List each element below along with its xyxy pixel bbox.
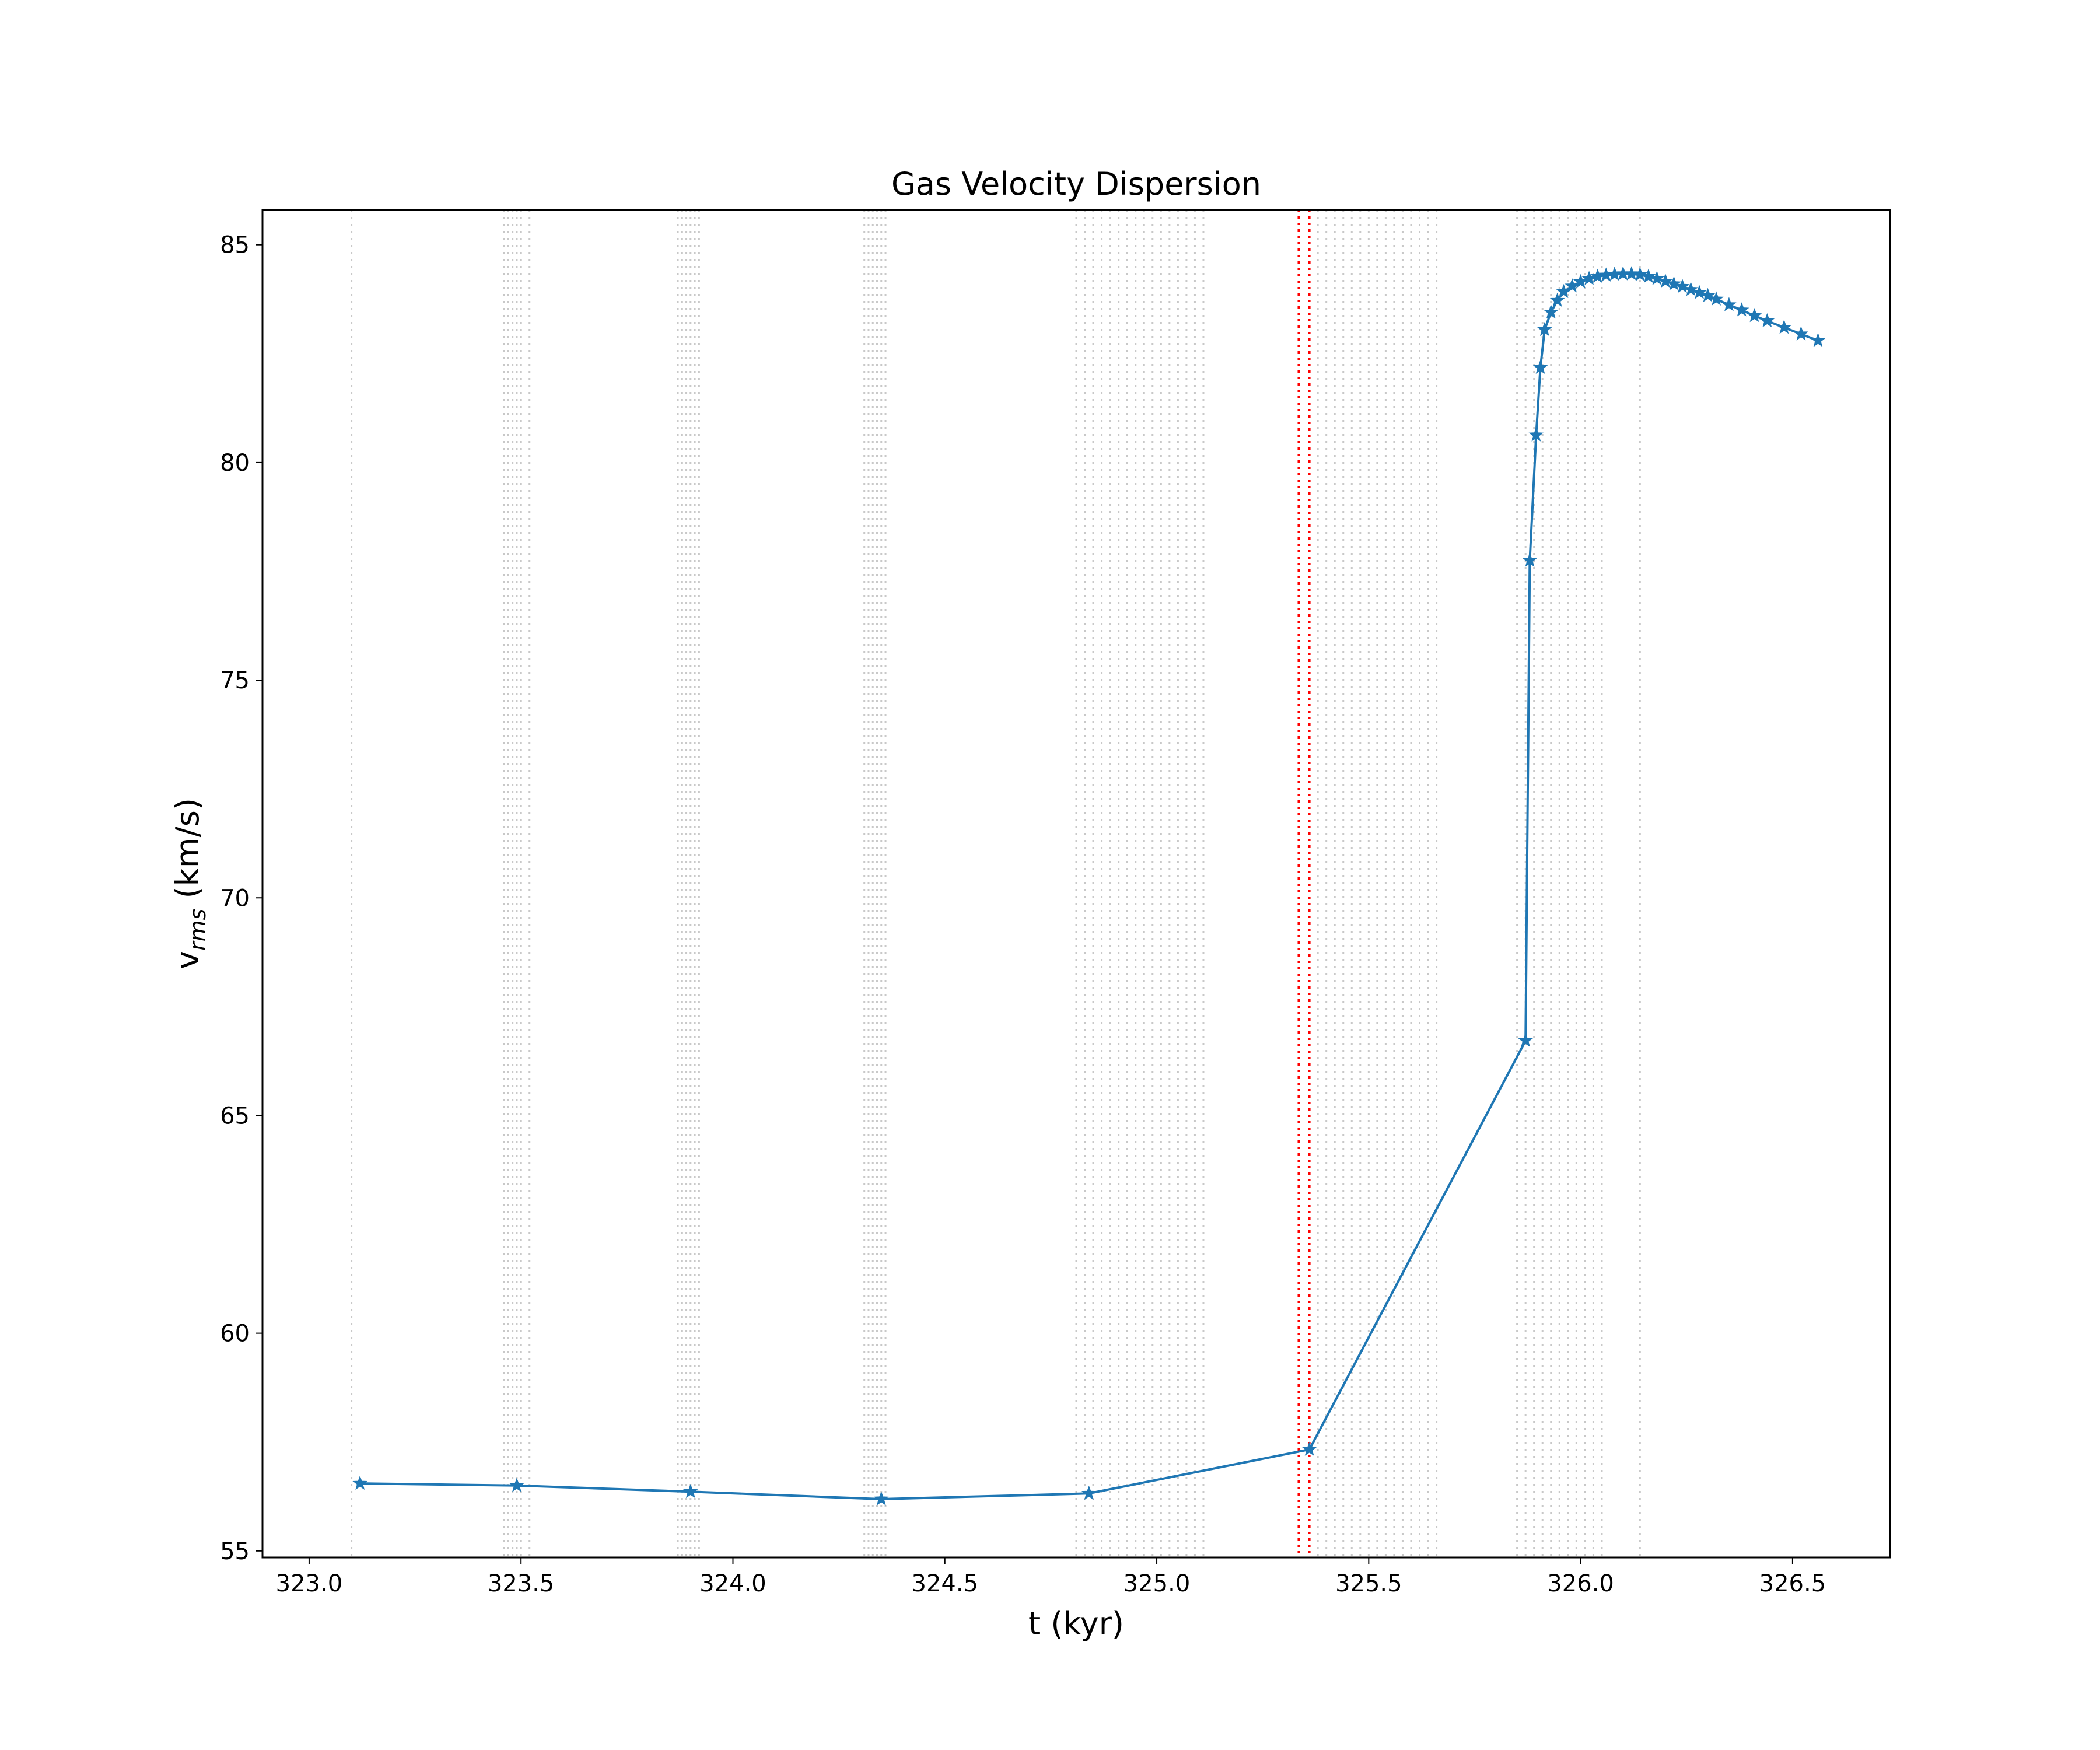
data-point	[1759, 313, 1775, 328]
y-axis-label-unit: (km/s)	[169, 798, 206, 909]
data-point	[1709, 291, 1724, 306]
y-tick-label: 70	[220, 885, 250, 912]
x-tick-label: 323.0	[276, 1570, 343, 1597]
data-point	[1810, 332, 1826, 347]
x-tick-label: 325.5	[1335, 1570, 1402, 1597]
data-point	[1301, 1441, 1317, 1456]
data-point	[1746, 307, 1762, 323]
data-point	[1721, 297, 1737, 312]
data-point	[1532, 359, 1548, 374]
data-point	[1573, 274, 1588, 289]
data-point	[1666, 276, 1682, 290]
data-point	[874, 1491, 889, 1506]
chart-title: Gas Velocity Dispersion	[891, 166, 1261, 202]
x-tick-label: 324.0	[699, 1570, 766, 1597]
snapshot-lines	[351, 210, 1641, 1558]
reference-lines	[1297, 210, 1311, 1558]
x-tick-label: 325.0	[1124, 1570, 1191, 1597]
data-point	[1700, 288, 1716, 302]
y-tick-label: 60	[220, 1321, 250, 1348]
data-point	[1692, 285, 1707, 299]
y-tick-label: 85	[220, 232, 250, 259]
x-axis-ticks: 323.0 323.5 324.0 324.5 325.0 325.5 326.0 326.5	[276, 1558, 1826, 1597]
data-point	[1641, 268, 1656, 284]
data-point	[1776, 320, 1792, 334]
data-point	[1624, 266, 1639, 281]
data-point	[1082, 1485, 1097, 1500]
x-tick-label: 324.5	[912, 1570, 979, 1597]
y-tick-label: 75	[220, 667, 250, 694]
data-point	[1675, 278, 1690, 293]
y-axis-label-main: v	[169, 951, 206, 970]
y-axis-label-subscript: rms	[185, 909, 211, 951]
data-point	[509, 1478, 524, 1492]
y-tick-label: 55	[220, 1538, 250, 1565]
x-axis-label: t (kyr)	[1028, 1605, 1124, 1642]
series-layer	[352, 266, 1826, 1506]
y-tick-label: 80	[220, 450, 250, 477]
y-axis-ticks: 55 60 65 70 75 80 85	[220, 232, 262, 1565]
data-point	[1734, 302, 1749, 317]
data-point	[683, 1483, 698, 1499]
data-point	[1543, 304, 1559, 319]
x-tick-label: 326.0	[1547, 1570, 1614, 1597]
data-point	[1518, 1032, 1533, 1047]
data-point	[1649, 271, 1665, 285]
data-point	[352, 1475, 368, 1490]
data-point	[1522, 552, 1538, 567]
data-point	[1549, 292, 1565, 307]
x-tick-label: 326.5	[1759, 1570, 1826, 1597]
data-point	[1528, 427, 1544, 442]
y-axis-label: vrms (km/s)	[169, 798, 211, 970]
data-point	[1793, 326, 1809, 341]
data-point	[1658, 273, 1673, 288]
data-point	[1683, 282, 1699, 296]
x-tick-label: 323.5	[488, 1570, 555, 1597]
y-tick-label: 65	[220, 1102, 250, 1129]
plot-frame	[261, 209, 1891, 1559]
data-point	[1632, 267, 1648, 282]
data-point	[1537, 321, 1552, 337]
data-point	[1564, 278, 1580, 293]
